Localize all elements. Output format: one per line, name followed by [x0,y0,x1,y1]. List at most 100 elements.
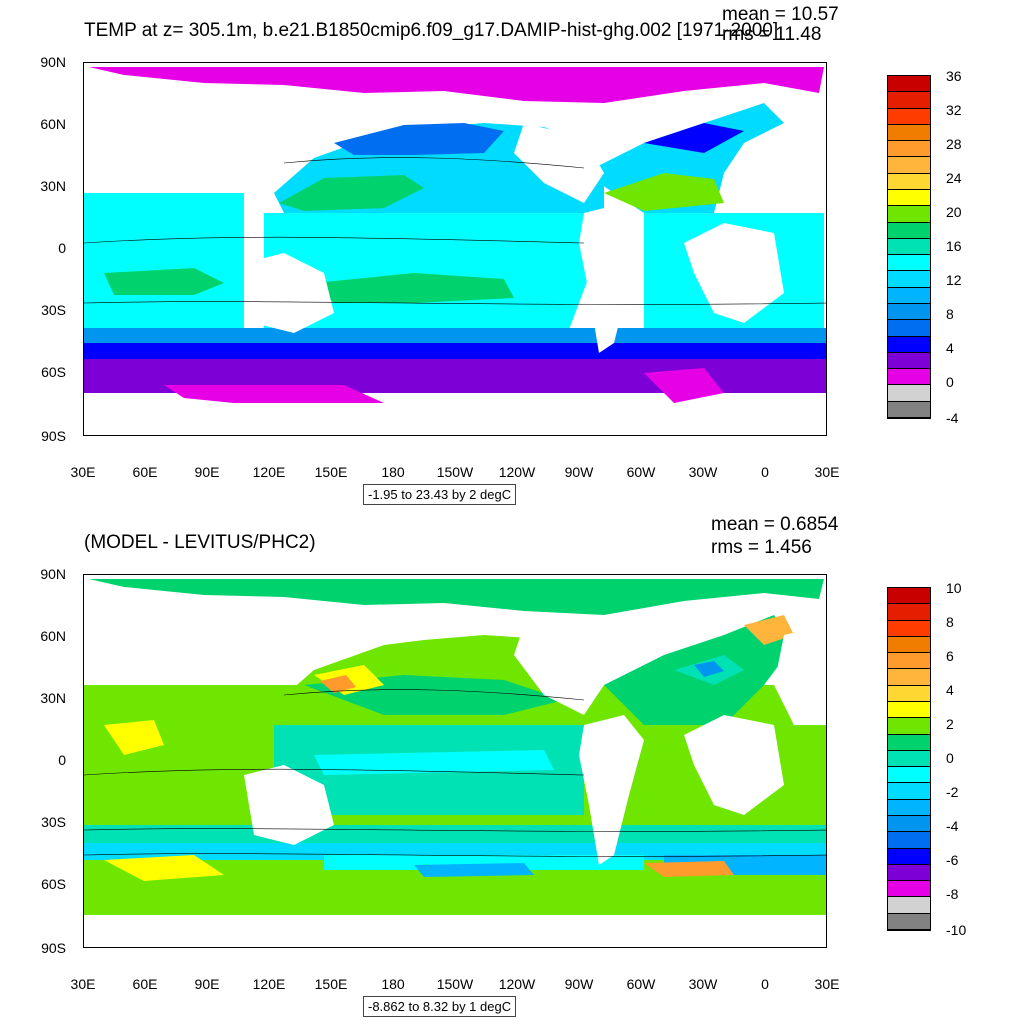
lon-label: 30W [688,976,718,992]
top-cb-label: 4 [946,340,954,356]
top-map-field [84,67,826,435]
colorbar-cell [888,92,930,109]
top-cb-label: 32 [946,102,962,118]
top-mean: mean = 10.57 [722,4,839,25]
bottom-rms: rms = 1.456 [711,537,812,558]
lat-label-30s: 30S [41,302,66,318]
lon-label: 60E [132,976,158,992]
lon-label: 90W [564,464,594,480]
bottom-mean: mean = 0.6854 [711,514,839,535]
colorbar-cell [888,173,930,190]
top-cb-label: -4 [946,410,959,426]
top-cb-label: 36 [946,68,962,84]
colorbar-cell [888,783,930,800]
colorbar-cell [888,255,930,272]
colorbar-cell [888,815,930,833]
top-cb-label: 20 [946,204,962,220]
bottom-cb-label: 2 [946,716,954,732]
bottom-cb-label: 8 [946,614,954,630]
bottom-cb-label: -6 [946,852,959,868]
lon-label: 90E [194,976,220,992]
top-map [83,62,827,436]
colorbar-cell [888,401,930,418]
bottom-panel: (MODEL - LEVITUS/PHC2) mean = 0.6854 rms… [0,512,1024,1024]
bottom-colorbar [887,587,931,931]
lon-label: 90W [564,976,594,992]
colorbar-cell [888,141,930,158]
colorbar-cell [888,767,930,784]
colorbar-cell [888,76,930,93]
lat-label-0: 0 [58,240,66,256]
colorbar-cell [888,832,930,849]
lat-label-90s: 90S [41,428,66,444]
bottom-title: (MODEL - LEVITUS/PHC2) [84,532,316,553]
lon-label: 150E [314,976,348,992]
lat-label-30s: 30S [41,814,66,830]
top-cb-label: 28 [946,136,962,152]
bottom-cb-label: -8 [946,886,959,902]
top-cb-label: 8 [946,306,954,322]
colorbar-cell [888,222,930,239]
top-cb-label: 16 [946,238,962,254]
colorbar-cell [888,303,930,321]
colorbar-cell [888,653,930,670]
lon-label: 150W [436,976,474,992]
lon-label: 60E [132,464,158,480]
top-cb-label: 24 [946,170,962,186]
bottom-cb-label: -2 [946,784,959,800]
bottom-cb-label: 0 [946,750,954,766]
top-rms: rms = 11.48 [722,24,822,45]
colorbar-cell [888,238,930,256]
colorbar-cell [888,108,930,125]
bottom-cb-label: -4 [946,818,959,834]
top-colorbar [887,75,931,419]
colorbar-cell [888,636,930,654]
lon-label: 180 [381,976,405,992]
lon-label: 30E [70,464,96,480]
lon-label: 90E [194,464,220,480]
colorbar-cell [888,799,930,816]
colorbar-cell [888,588,930,605]
colorbar-cell [888,881,930,898]
top-cb-label: 0 [946,374,954,390]
bottom-cb-label: 10 [946,580,962,596]
lon-label: 30E [814,464,840,480]
top-title: TEMP at z= 305.1m, b.e21.B1850cmip6.f09_… [84,20,779,41]
colorbar-cell [888,157,930,174]
lat-label-90n: 90N [40,54,66,70]
bottom-range-label: -8.862 to 8.32 by 1 degC [363,996,517,1017]
colorbar-cell [888,336,930,353]
colorbar-cell [888,320,930,337]
colorbar-cell [888,848,930,865]
colorbar-cell [888,369,930,386]
colorbar-cell [888,620,930,637]
lon-label: 180 [381,464,405,480]
colorbar-cell [888,897,930,914]
top-range-label: -1.95 to 23.43 by 2 degC [363,484,517,505]
colorbar-cell [888,385,930,402]
lon-label: 60W [626,976,656,992]
colorbar-cell [888,287,930,304]
bottom-map-field [84,579,826,947]
lon-label: 150E [314,464,348,480]
lon-label: 30E [814,976,840,992]
lon-label: 0 [761,976,769,992]
top-panel: TEMP at z= 305.1m, b.e21.B1850cmip6.f09_… [40,4,962,505]
lon-label: 120W [498,976,536,992]
colorbar-cell [888,604,930,621]
colorbar-cell [888,352,930,370]
colorbar-cell [888,913,930,930]
lat-label-60s: 60S [41,364,66,380]
lon-label: 30W [688,464,718,480]
colorbar-cell [888,750,930,768]
lon-label: 30E [70,976,96,992]
bottom-cb-label: 4 [946,682,954,698]
bottom-cb-label: 6 [946,648,954,664]
lat-label-60n: 60N [40,628,66,644]
colorbar-cell [888,669,930,686]
lat-label-90s: 90S [41,940,66,956]
lon-label: 150W [436,464,474,480]
colorbar-cell [888,189,930,207]
lon-label: 0 [761,464,769,480]
lon-label: 120W [498,464,536,480]
